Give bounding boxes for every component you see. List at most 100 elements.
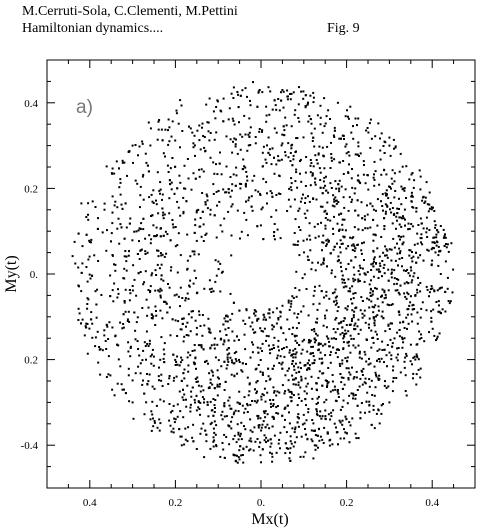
scatter-point [359, 411, 362, 414]
scatter-point [299, 160, 301, 163]
scatter-point [430, 208, 433, 211]
scatter-point [238, 309, 241, 312]
scatter-point [333, 198, 336, 201]
scatter-point [207, 387, 210, 390]
scatter-point [315, 198, 318, 201]
scatter-point [241, 135, 244, 138]
scatter-point [177, 232, 180, 235]
scatter-point [434, 251, 437, 254]
scatter-point [437, 300, 440, 303]
scatter-point [168, 140, 171, 143]
scatter-point [320, 362, 323, 365]
scatter-point [195, 381, 198, 383]
scatter-point [307, 367, 310, 370]
scatter-point [389, 154, 392, 157]
scatter-point [179, 435, 182, 438]
scatter-point [342, 286, 345, 289]
scatter-point [373, 173, 375, 176]
scatter-point [223, 360, 226, 363]
scatter-point [277, 155, 280, 158]
scatter-point [410, 191, 413, 194]
scatter-point [288, 390, 291, 393]
scatter-point [297, 417, 300, 420]
scatter-point [287, 447, 290, 450]
scatter-point [290, 442, 293, 445]
scatter-point [219, 455, 222, 458]
scatter-point [295, 171, 298, 174]
scatter-point [359, 267, 362, 269]
scatter-point [417, 224, 420, 226]
scatter-point [332, 134, 335, 137]
scatter-point [351, 309, 354, 312]
scatter-point [311, 140, 314, 142]
scatter-point [131, 401, 134, 404]
y-tick-label: 0.2 [24, 183, 38, 195]
scatter-point [404, 270, 407, 272]
scatter-point [344, 329, 347, 332]
scatter-point [113, 263, 115, 266]
scatter-point [336, 356, 339, 359]
scatter-point [299, 229, 302, 231]
scatter-point [374, 170, 377, 173]
scatter-point [223, 456, 226, 459]
scatter-point [143, 413, 146, 416]
scatter-point [128, 222, 131, 225]
x-tick-label: 0.4 [425, 497, 439, 509]
scatter-point [287, 388, 290, 391]
scatter-point [275, 412, 278, 414]
scatter-point [316, 334, 319, 337]
scatter-point [222, 448, 225, 451]
scatter-point [173, 294, 176, 297]
scatter-point [417, 368, 420, 371]
scatter-point [341, 359, 344, 362]
scatter-point [197, 344, 200, 347]
scatter-point [238, 458, 241, 461]
scatter-point [275, 451, 278, 454]
scatter-point [372, 239, 375, 242]
scatter-point [448, 302, 451, 305]
scatter-point [294, 362, 297, 365]
scatter-point [240, 183, 243, 185]
scatter-point [142, 173, 145, 176]
scatter-point [237, 433, 240, 436]
scatter-point [286, 98, 289, 101]
scatter-point [371, 337, 374, 339]
scatter-point [146, 382, 149, 385]
scatter-point [86, 352, 89, 355]
scatter-point [347, 245, 350, 248]
scatter-point [396, 242, 398, 245]
scatter-point [295, 168, 298, 171]
scatter-point [402, 341, 405, 344]
scatter-point [368, 306, 371, 309]
scatter-point [395, 282, 398, 285]
scatter-point [317, 395, 320, 398]
scatter-point [149, 291, 151, 294]
scatter-point [330, 411, 333, 414]
scatter-point [270, 163, 273, 166]
scatter-point [160, 278, 163, 281]
scatter-point [149, 127, 152, 130]
scatter-point [317, 261, 319, 264]
scatter-point [437, 264, 440, 267]
scatter-point [103, 334, 106, 337]
scatter-point [338, 179, 341, 182]
scatter-point [372, 258, 375, 261]
scatter-point [263, 327, 266, 330]
scatter-point [363, 215, 366, 218]
scatter-point [343, 236, 346, 239]
header-title: Hamiltonian dynamics.... [22, 21, 164, 36]
scatter-point [313, 361, 316, 364]
scatter-point [358, 352, 361, 355]
scatter-point [337, 443, 339, 446]
scatter-point [437, 254, 440, 257]
scatter-point [281, 304, 284, 307]
scatter-point [308, 222, 311, 225]
scatter-point [205, 103, 208, 106]
scatter-point [85, 266, 88, 268]
scatter-point [430, 248, 433, 251]
scatter-point [278, 349, 280, 352]
scatter-point [125, 260, 128, 263]
scatter-point [129, 345, 132, 348]
scatter-point [343, 218, 346, 221]
scatter-point [392, 138, 395, 141]
